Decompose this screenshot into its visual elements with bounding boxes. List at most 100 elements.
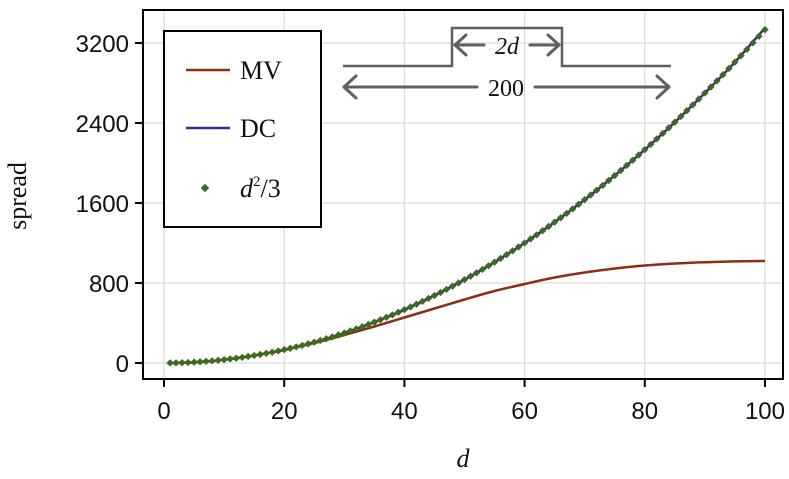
- x-tick-label: 40: [391, 398, 418, 425]
- marker-point: [262, 349, 270, 358]
- marker-point: [550, 218, 559, 226]
- x-tick-label: 60: [511, 398, 538, 425]
- marker-point: [268, 348, 276, 356]
- outer-span-arrow: [342, 74, 671, 100]
- marker-point: [166, 359, 174, 367]
- marker-point: [382, 313, 391, 322]
- y-tick-label: 2400: [76, 111, 129, 138]
- span-annotation: 2d 200: [342, 26, 671, 102]
- marker-point: [671, 118, 679, 126]
- marker-point: [484, 262, 493, 270]
- marker-point: [490, 258, 499, 266]
- marker-point: [256, 350, 264, 359]
- marker-point: [424, 294, 433, 303]
- marker-point: [292, 343, 300, 351]
- marker-point: [244, 352, 252, 361]
- marker-point: [346, 327, 355, 335]
- marker-point: [599, 181, 607, 190]
- marker-point: [376, 316, 385, 324]
- y-axis-label: spread: [3, 162, 32, 230]
- marker-point: [352, 325, 361, 333]
- marker-point: [172, 359, 180, 367]
- marker-point: [310, 338, 318, 346]
- marker-point: [472, 269, 481, 277]
- marker-point: [436, 288, 445, 297]
- marker-point: [454, 279, 463, 287]
- outer-span-label: 200: [488, 76, 524, 102]
- x-tick-label: 0: [157, 398, 170, 425]
- marker-point: [274, 347, 282, 355]
- marker-point: [749, 39, 757, 47]
- marker-point: [532, 231, 541, 239]
- marker-point: [460, 275, 469, 284]
- marker-point: [635, 151, 643, 159]
- legend-label-dc: DC: [240, 114, 276, 143]
- marker-point: [575, 200, 583, 208]
- marker-point: [286, 344, 294, 352]
- marker-point: [526, 235, 535, 243]
- marker-point: [328, 333, 336, 341]
- y-tick-label: 800: [89, 271, 129, 298]
- marker-point: [412, 300, 421, 308]
- marker-point: [208, 357, 216, 365]
- marker-point: [665, 124, 673, 132]
- marker-point: [226, 355, 234, 363]
- legend-label-sup: 2: [253, 174, 261, 190]
- marker-point: [280, 345, 288, 354]
- marker-point: [238, 353, 246, 362]
- marker-point: [394, 308, 403, 316]
- marker-point: [568, 205, 577, 213]
- marker-point: [442, 285, 451, 294]
- marker-point: [448, 282, 457, 290]
- marker-point: [364, 320, 373, 329]
- marker-point: [220, 355, 228, 364]
- marker-point: [623, 161, 631, 170]
- marker-point: [677, 112, 685, 121]
- marker-point: [659, 129, 667, 138]
- marker-point: [298, 341, 306, 350]
- legend: MV DC d2/3: [163, 30, 322, 228]
- marker-point: [388, 311, 397, 319]
- y-tick-label: 1600: [76, 191, 129, 218]
- marker-point: [653, 135, 661, 143]
- x-tick-label: 20: [271, 398, 298, 425]
- inner-span-arrow: [453, 33, 561, 57]
- x-tick-label: 100: [745, 398, 785, 425]
- marker-point: [502, 251, 511, 259]
- marker-point: [334, 331, 342, 339]
- marker-point: [196, 358, 204, 366]
- marker-point: [202, 357, 210, 366]
- marker-point: [520, 239, 529, 247]
- marker-point: [496, 254, 505, 263]
- y-tick-label: 0: [116, 351, 129, 378]
- marker-point: [430, 291, 439, 300]
- marker-point: [466, 272, 475, 280]
- marker-point: [605, 176, 613, 185]
- marker-point: [647, 140, 655, 148]
- inner-span-label-text: 2d: [495, 34, 520, 60]
- marker-point: [641, 145, 649, 154]
- legend-label-d2-over-3: d2/3: [240, 174, 281, 203]
- axis-ticks: 0 20 40 60 80 100 0 800 1600 2400 3200: [76, 31, 785, 425]
- marker-point: [562, 209, 571, 218]
- marker-point: [232, 354, 240, 362]
- marker-point: [581, 195, 589, 204]
- marker-point: [556, 214, 565, 222]
- marker-point: [478, 265, 487, 274]
- marker-point: [304, 340, 312, 348]
- marker-point: [611, 171, 619, 180]
- inner-span-label: 2d: [495, 34, 520, 60]
- marker-point: [370, 318, 379, 326]
- x-axis-label: d: [457, 444, 471, 473]
- marker-point: [683, 107, 691, 115]
- marker-point: [178, 359, 186, 367]
- legend-label-rest: /3: [261, 174, 281, 203]
- marker-point: [184, 358, 192, 367]
- y-tick-label: 3200: [76, 31, 129, 58]
- marker-point: [358, 323, 367, 331]
- marker-point: [713, 77, 721, 85]
- marker-point: [719, 71, 727, 79]
- legend-label-mv: MV: [240, 56, 282, 85]
- marker-point: [340, 329, 348, 337]
